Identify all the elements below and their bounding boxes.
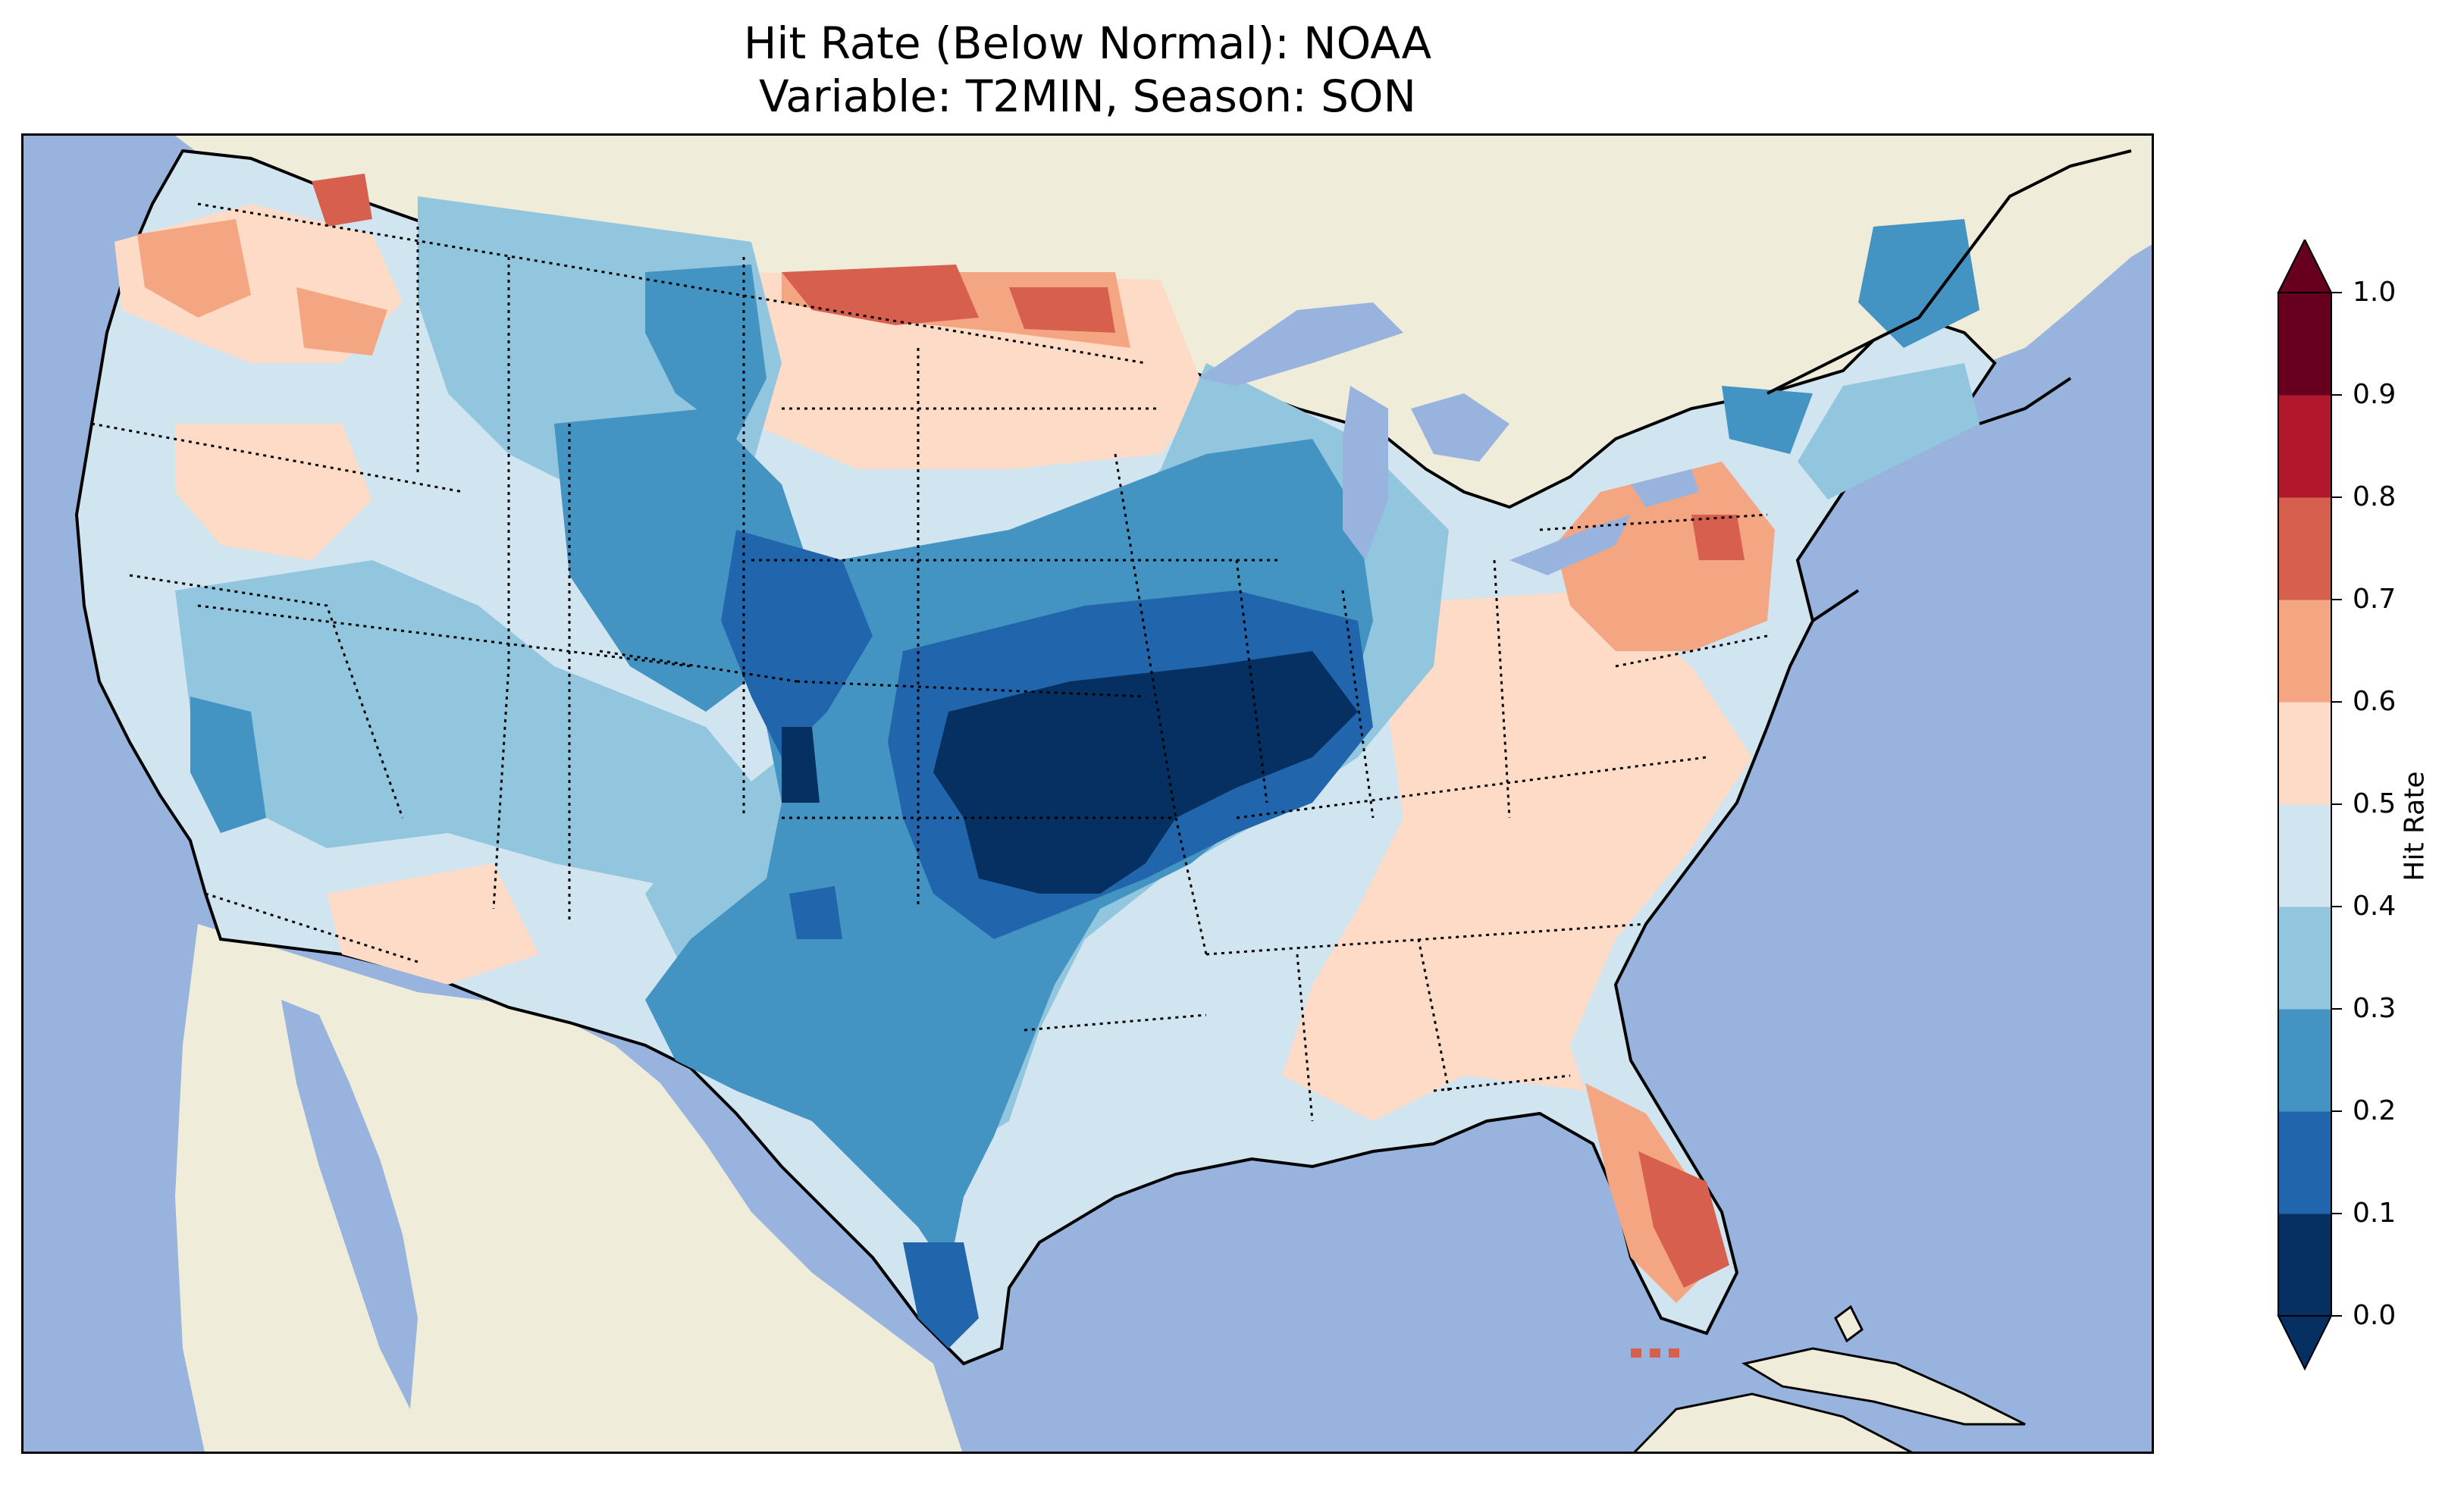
colorbar-tick-label: 0.2	[2353, 1095, 2397, 1126]
region-0.0-0.1	[782, 651, 1358, 894]
colorbar-tick-mark	[2331, 1110, 2342, 1112]
colorbar-tick-label: 0.8	[2353, 481, 2397, 512]
colorbar-tick-mark	[2331, 1008, 2342, 1010]
colorbar-tick-label: 0.9	[2353, 379, 2397, 410]
us-map	[24, 136, 2152, 1452]
chart-subtitle: Variable: T2MIN, Season: SON	[759, 70, 1416, 122]
colorbar-bin	[2278, 702, 2331, 805]
colorbar-bin	[2278, 1214, 2331, 1317]
colorbar-tick-label: 0.1	[2353, 1198, 2397, 1229]
chart-title: Hit Rate (Below Normal): NOAA	[743, 17, 1432, 69]
colorbar	[2277, 240, 2333, 1371]
colorbar-bin	[2278, 600, 2331, 703]
colorbar-tick-mark	[2331, 599, 2342, 600]
yucatan	[1633, 1392, 1913, 1452]
colorbar-bin	[2278, 907, 2331, 1010]
colorbar-tick-label: 1.0	[2353, 277, 2397, 308]
colorbar-tick-mark	[2331, 906, 2342, 907]
colorbar-tick-mark	[2331, 1213, 2342, 1214]
colorbar-label: Hit Rate	[2399, 771, 2431, 882]
colorbar-tick-mark	[2331, 701, 2342, 703]
colorbar-tick-label: 0.5	[2353, 788, 2397, 819]
colorbar-bin	[2278, 497, 2331, 600]
colorbar-tick-label: 0.6	[2353, 686, 2397, 717]
colorbar-bins	[2278, 293, 2331, 1317]
colorbar-bin	[2278, 1009, 2331, 1112]
colorbar-tick-label: 0.3	[2353, 993, 2397, 1024]
state-borders	[91, 202, 1768, 1122]
cuba	[1741, 1347, 2026, 1426]
colorbar-extend-max	[2277, 240, 2333, 293]
colorbar-tick-mark	[2331, 496, 2342, 498]
coastlines	[1766, 149, 2132, 622]
colorbar-tick-mark	[2331, 1315, 2342, 1317]
colorbar-extend-min	[2277, 1315, 2333, 1371]
region-0.5-0.6	[114, 204, 1752, 1121]
region-0.7-0.8	[312, 174, 1745, 1358]
great-lakes	[1199, 302, 1699, 575]
bahamas	[1834, 1305, 1864, 1343]
colorbar-bin	[2278, 804, 2331, 907]
colorbar-tick-mark	[2331, 292, 2342, 293]
colorbar-tick-mark	[2331, 394, 2342, 396]
colorbar-tick-label: 0.0	[2353, 1300, 2397, 1331]
gulf-of-california	[281, 1000, 418, 1409]
colorbar-tick-label: 0.4	[2353, 891, 2397, 922]
colorbar-tick-mark	[2331, 803, 2342, 805]
map-panel	[21, 133, 2154, 1454]
colorbar-tick-label: 0.7	[2353, 584, 2397, 615]
colorbar-bin	[2278, 395, 2331, 498]
colorbar-bin	[2278, 293, 2331, 396]
colorbar-bin	[2278, 1111, 2331, 1214]
